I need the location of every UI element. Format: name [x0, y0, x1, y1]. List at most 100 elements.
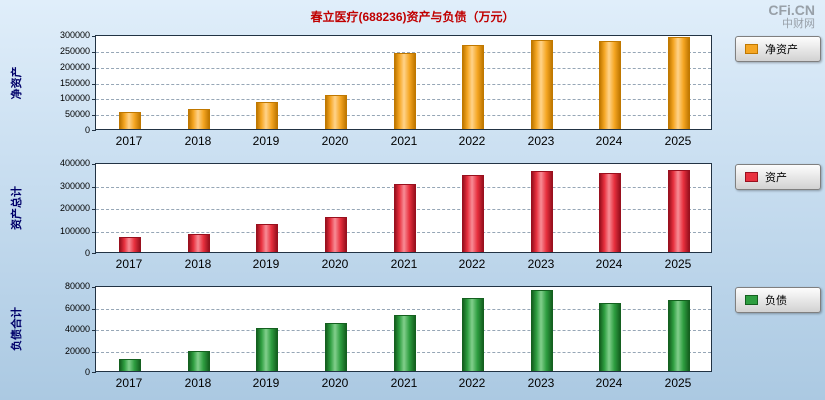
net-assets-year-label: 2024 [595, 134, 623, 148]
total-assets-year-label: 2019 [252, 257, 280, 271]
total-liabilities-bar-2017 [119, 359, 141, 371]
total-liabilities-ytick-label: 80000 [64, 281, 90, 291]
net-assets-year-label: 2023 [527, 134, 555, 148]
total-assets-legend-swatch [745, 172, 758, 182]
net-assets-legend-label: 净资产 [765, 44, 798, 56]
total-assets-ytick-label: 200000 [59, 203, 90, 213]
total-liabilities-year-label: 2025 [664, 376, 692, 390]
net-assets-bar-2020 [325, 95, 347, 129]
chart-title: 春立医疗(688236)资产与负债（万元） [310, 10, 515, 24]
total-liabilities-year-label: 2021 [390, 376, 418, 390]
total-liabilities-year-label: 2020 [321, 376, 349, 390]
net-assets-year-label: 2017 [115, 134, 143, 148]
net-assets-ytick-label: 300000 [59, 30, 90, 40]
total-assets-ytick-label: 400000 [59, 158, 90, 168]
net-assets-legend-swatch [745, 44, 758, 54]
total-assets-tickmark [92, 253, 96, 254]
total-liabilities-legend-label: 负债 [765, 295, 787, 307]
total-liabilities-plot [92, 286, 712, 373]
net-assets-tickmark [92, 115, 96, 116]
net-assets-bar-2017 [119, 112, 141, 129]
total-assets-legend-label: 资产 [765, 172, 787, 184]
net-assets-bar-2024 [599, 41, 621, 129]
total-assets-bar-2023 [531, 171, 553, 252]
net-assets-ytick-label: 200000 [59, 62, 90, 72]
total-assets-tickmark [92, 232, 96, 233]
net-assets-ytick-label: 0 [84, 125, 90, 135]
net-assets-year-label: 2020 [321, 134, 349, 148]
net-assets-year-label: 2019 [252, 134, 280, 148]
total-liabilities-legend: 负债 [735, 287, 821, 313]
net-assets-year-label: 2018 [184, 134, 212, 148]
total-assets-year-label: 2017 [115, 257, 143, 271]
total-assets-year-labels: 2017 2018 2019 2020 2021 2022 2023 2024 2025 [95, 257, 712, 273]
net-assets-panel: 净资产 0 50000 100000 150000 200000 250000 300000… [0, 30, 825, 154]
total-assets-ytick-label: 100000 [59, 226, 90, 236]
total-liabilities-ytick-label: 20000 [64, 346, 90, 356]
total-liabilities-bar-2018 [188, 351, 210, 371]
total-assets-year-label: 2025 [664, 257, 692, 271]
total-liabilities-bar-2024 [599, 303, 621, 371]
total-assets-bar-2020 [325, 217, 347, 252]
total-liabilities-year-label: 2018 [184, 376, 212, 390]
total-assets-bar-2024 [599, 173, 621, 252]
total-liabilities-year-label: 2022 [458, 376, 486, 390]
net-assets-gridline [96, 52, 711, 53]
total-liabilities-tickmark [92, 330, 96, 331]
net-assets-ytick-label: 150000 [59, 78, 90, 88]
net-assets-tickmark [92, 99, 96, 100]
total-liabilities-tickmark [92, 309, 96, 310]
cfi-logo: CFi.CN 中财网 [768, 2, 815, 30]
total-assets-year-label: 2020 [321, 257, 349, 271]
total-liabilities-bar-2021 [394, 315, 416, 371]
total-assets-bar-2025 [668, 170, 690, 252]
net-assets-tickmark [92, 52, 96, 53]
total-assets-panel: 资产总计 0 100000 200000 300000 400000 2017 2018 2… [0, 158, 825, 277]
total-assets-tickmark [92, 209, 96, 210]
total-liabilities-year-label: 2019 [252, 376, 280, 390]
total-liabilities-bar-2025 [668, 300, 690, 371]
total-liabilities-bar-2019 [256, 328, 278, 371]
total-liabilities-gridline [96, 309, 711, 310]
total-liabilities-bar-2023 [531, 290, 553, 371]
total-liabilities-tickmark [92, 352, 96, 353]
net-assets-bar-2019 [256, 102, 278, 129]
total-assets-year-label: 2023 [527, 257, 555, 271]
total-assets-bar-2018 [188, 234, 210, 252]
total-assets-bar-2017 [119, 237, 141, 252]
total-assets-bar-2019 [256, 224, 278, 252]
net-assets-year-labels: 2017 2018 2019 2020 2021 2022 2023 2024 2025 [95, 134, 712, 150]
total-assets-year-label: 2022 [458, 257, 486, 271]
net-assets-tickmark [92, 84, 96, 85]
net-assets-bar-2025 [668, 37, 690, 129]
net-assets-year-label: 2021 [390, 134, 418, 148]
net-assets-plot [92, 35, 712, 131]
net-assets-bar-2023 [531, 40, 553, 129]
total-assets-year-label: 2024 [595, 257, 623, 271]
total-liabilities-ytick-label: 40000 [64, 324, 90, 334]
total-liabilities-bar-2020 [325, 323, 347, 371]
total-liabilities-tickmark [92, 287, 96, 288]
total-assets-year-label: 2021 [390, 257, 418, 271]
total-liabilities-bar-2022 [462, 298, 484, 371]
net-assets-legend: 净资产 [735, 36, 821, 62]
net-assets-tickmark [92, 68, 96, 69]
total-assets-tickmark [92, 164, 96, 165]
total-liabilities-tickmark [92, 372, 96, 373]
net-assets-ytick-label: 250000 [59, 46, 90, 56]
total-assets-bar-2022 [462, 175, 484, 252]
net-assets-year-label: 2022 [458, 134, 486, 148]
total-liabilities-year-labels: 2017 2018 2019 2020 2021 2022 2023 2024 2025 [95, 376, 712, 392]
net-assets-tickmark [92, 130, 96, 131]
net-assets-bar-2018 [188, 109, 210, 129]
net-assets-year-label: 2025 [664, 134, 692, 148]
total-liabilities-year-label: 2023 [527, 376, 555, 390]
net-assets-ytick-label: 50000 [64, 109, 90, 119]
total-liabilities-ytick-label: 0 [84, 367, 90, 377]
net-assets-tickmark [92, 36, 96, 37]
total-assets-bar-2021 [394, 184, 416, 252]
total-assets-ytick-label: 0 [84, 248, 90, 258]
total-liabilities-ytick-labels: 0 20000 40000 60000 80000 [0, 281, 92, 377]
total-liabilities-legend-swatch [745, 295, 758, 305]
